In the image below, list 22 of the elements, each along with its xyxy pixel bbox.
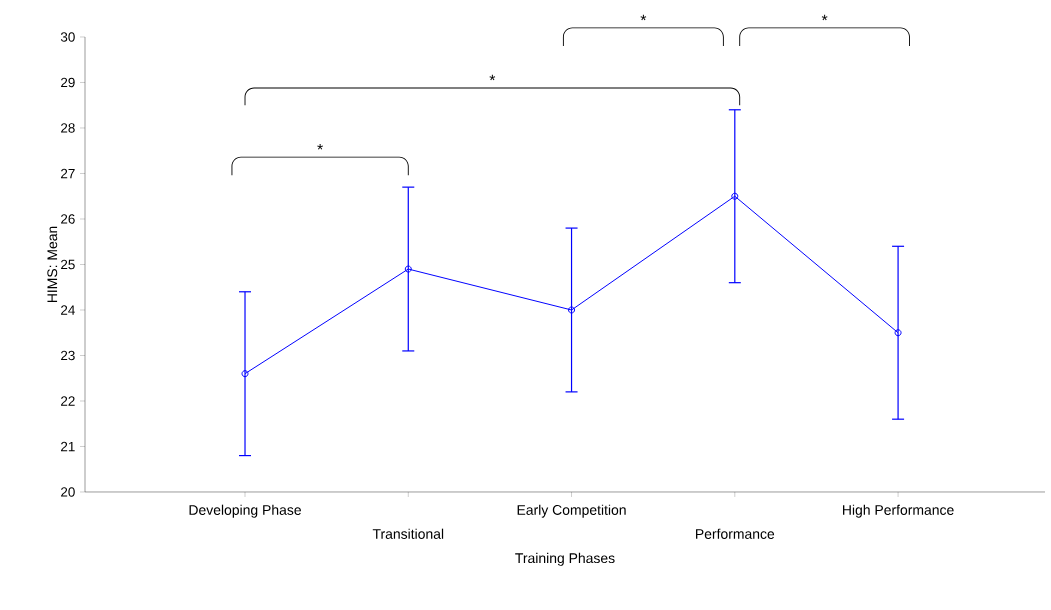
y-tick-label: 22 [61, 396, 75, 406]
annotation: * [317, 143, 323, 150]
x-tick-label: Performance [696, 528, 775, 539]
y-tick-label: 29 [61, 77, 75, 88]
y-tick-label: 30 [60, 32, 75, 42]
y-tick-label: 21 [61, 441, 75, 452]
text: * [821, 14, 828, 21]
x-tick-label: Transitional [372, 528, 444, 539]
text: * [640, 14, 647, 21]
x-tick-label: Early Competition [517, 504, 626, 518]
y-tick-label: 25 [61, 259, 75, 270]
y-axis-title: HIMS: Mean [47, 226, 58, 303]
y-tick-label: 20 [61, 487, 75, 497]
x-tick-label: High Performance [843, 504, 954, 518]
y-tick-label: 28 [61, 123, 75, 133]
x-tick-label: Developing Phase [189, 504, 301, 518]
y-tick-label: 26 [61, 214, 75, 224]
annotation: * [489, 74, 496, 81]
y-tick-label: 27 [61, 168, 75, 179]
x-axis-title: Training Phases [515, 552, 615, 566]
y-tick-label: 23 [61, 350, 75, 361]
y-tick-label: 24 [61, 305, 75, 315]
